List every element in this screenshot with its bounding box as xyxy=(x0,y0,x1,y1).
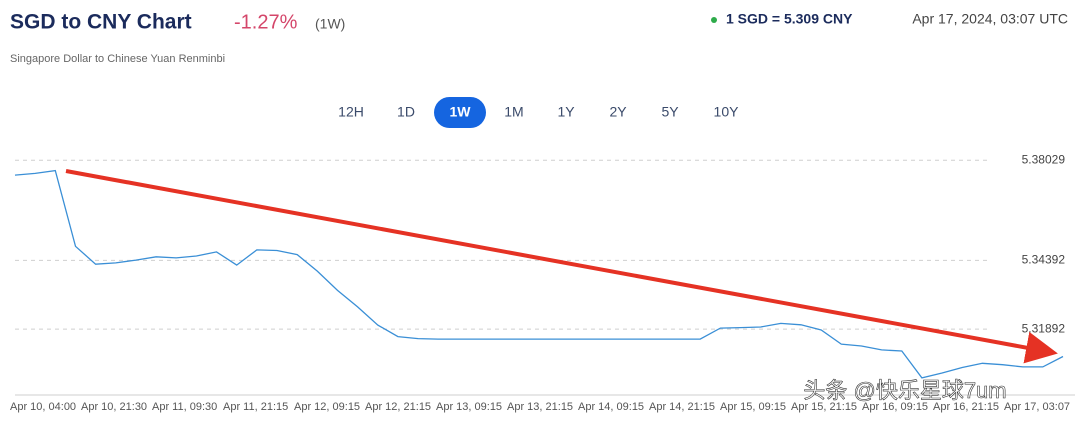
y-tick-label: 5.38029 xyxy=(1022,152,1066,166)
range-button[interactable]: 10Y xyxy=(714,104,740,120)
range-button-label[interactable]: 1D xyxy=(397,104,415,120)
range-button-label[interactable]: 10Y xyxy=(714,104,740,120)
range-button-label[interactable]: 12H xyxy=(338,104,364,120)
subtitle: Singapore Dollar to Chinese Yuan Renminb… xyxy=(10,53,225,65)
range-button-label[interactable]: 2Y xyxy=(609,104,627,120)
x-tick-label: Apr 15, 21:15 xyxy=(791,401,857,413)
x-tick-label: Apr 10, 21:30 xyxy=(81,401,147,413)
range-button[interactable]: 2Y xyxy=(609,104,627,120)
rate: 1 SGD = 5.309 CNY xyxy=(726,11,853,27)
x-tick-label: Apr 10, 04:00 xyxy=(10,401,76,413)
active-pill xyxy=(434,97,486,128)
range-button[interactable]: 12H xyxy=(338,104,364,120)
range-button-label[interactable]: 5Y xyxy=(661,104,679,120)
x-tick-label: Apr 12, 09:15 xyxy=(294,401,360,413)
x-tick-label: Apr 13, 21:15 xyxy=(507,401,573,413)
x-tick-label: Apr 11, 21:15 xyxy=(223,401,288,413)
x-tick-label: Apr 15, 09:15 xyxy=(720,401,786,413)
range-button[interactable]: 1D xyxy=(397,104,415,120)
range-buttons: 12H 1D 1W 1M 1Y 2Y 5Y 10Y xyxy=(338,97,739,128)
range-button[interactable]: 1W xyxy=(434,97,486,128)
x-tick-label: Apr 14, 09:15 xyxy=(578,401,644,413)
y-tick-label: 5.31892 xyxy=(1022,321,1066,335)
x-tick-label: Apr 16, 21:15 xyxy=(933,401,999,413)
range-button-label[interactable]: 1W xyxy=(450,104,472,120)
period: (1W) xyxy=(315,16,345,32)
x-tick-label: Apr 13, 09:15 xyxy=(436,401,502,413)
x-tick-label: Apr 11, 09:30 xyxy=(152,401,217,413)
x-tick-label: Apr 14, 21:15 xyxy=(649,401,715,413)
x-tick-label: Apr 16, 09:15 xyxy=(862,401,928,413)
range-button[interactable]: 5Y xyxy=(661,104,679,120)
price-line xyxy=(14,169,1064,379)
change: -1.27% xyxy=(234,11,298,33)
range-button-label[interactable]: 1M xyxy=(504,104,523,120)
y-tick-label: 5.34392 xyxy=(1022,253,1066,267)
x-tick-label: Apr 17, 03:07 xyxy=(1004,401,1070,413)
timestamp: Apr 17, 2024, 03:07 UTC xyxy=(912,11,1068,27)
range-button[interactable]: 1Y xyxy=(557,104,575,120)
watermark: 头条 @快乐星球7um xyxy=(803,378,1006,403)
title: SGD to CNY Chart xyxy=(10,11,192,34)
status-dot xyxy=(711,17,717,23)
plot: 5.31892 5.34392 5.38029 Apr 10, 04:00 Apr 10… xyxy=(10,152,1075,413)
x-tick-label: Apr 12, 21:15 xyxy=(365,401,431,413)
range-button[interactable]: 1M xyxy=(504,104,523,120)
range-button-label[interactable]: 1Y xyxy=(557,104,575,120)
annotation-arrow xyxy=(65,169,1058,364)
